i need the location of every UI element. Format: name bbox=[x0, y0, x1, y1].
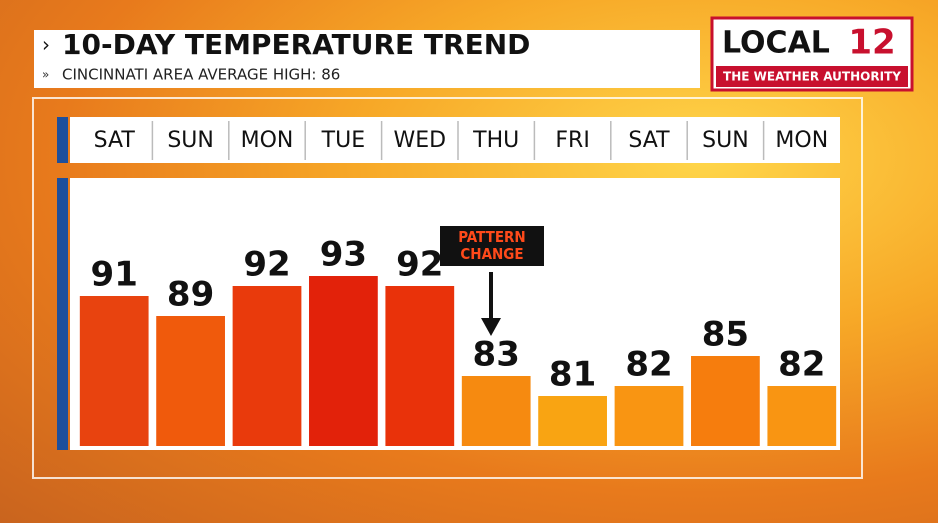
annotation: PATTERN CHANGE bbox=[440, 226, 544, 266]
bar bbox=[156, 316, 225, 446]
chart-title: 10-DAY TEMPERATURE TREND bbox=[62, 28, 530, 61]
bar bbox=[232, 286, 302, 446]
value-label: 91 bbox=[91, 255, 138, 295]
value-label: 82 bbox=[625, 345, 672, 385]
plot-accent bbox=[57, 178, 68, 450]
x-tick-label: SUN bbox=[167, 128, 214, 153]
bar bbox=[461, 376, 531, 446]
x-tick-label: SAT bbox=[628, 128, 670, 153]
bar bbox=[538, 396, 607, 446]
logo-band bbox=[716, 66, 908, 87]
x-tick-label: WED bbox=[394, 128, 447, 153]
logo-name: LOCAL bbox=[722, 26, 830, 61]
x-tick-label: SAT bbox=[94, 128, 136, 153]
x-tick-label: TUE bbox=[321, 128, 365, 153]
x-tick-label: SUN bbox=[702, 128, 749, 153]
value-label: 93 bbox=[320, 235, 367, 275]
bar bbox=[79, 296, 149, 446]
logo-number: 12 bbox=[848, 23, 895, 63]
logo-tagline: THE WEATHER AUTHORITY bbox=[723, 70, 901, 84]
chart-subtitle: CINCINNATI AREA AVERAGE HIGH: 86 bbox=[62, 66, 340, 84]
value-label: 92 bbox=[243, 245, 290, 285]
header-accent bbox=[57, 117, 68, 163]
bar bbox=[614, 386, 684, 446]
value-label: 81 bbox=[549, 355, 596, 395]
bar bbox=[691, 356, 760, 446]
value-label: 92 bbox=[396, 245, 443, 285]
value-label: 82 bbox=[778, 345, 825, 385]
x-tick-label: MON bbox=[775, 128, 828, 153]
title-bar bbox=[34, 30, 700, 88]
bar bbox=[309, 276, 378, 446]
x-tick-label: MON bbox=[241, 128, 294, 153]
value-label: 89 bbox=[167, 275, 214, 315]
bar bbox=[385, 286, 455, 446]
subtitle-chevron: » bbox=[42, 68, 49, 82]
value-label: 85 bbox=[702, 315, 749, 355]
value-label: 83 bbox=[473, 335, 520, 375]
annotation-arrowhead bbox=[481, 318, 501, 336]
title-chevron: › bbox=[42, 33, 50, 57]
bar bbox=[767, 386, 837, 446]
day-header bbox=[70, 117, 840, 163]
x-tick-label: THU bbox=[472, 128, 519, 153]
frame bbox=[32, 97, 863, 479]
x-tick-label: FRI bbox=[555, 128, 589, 153]
